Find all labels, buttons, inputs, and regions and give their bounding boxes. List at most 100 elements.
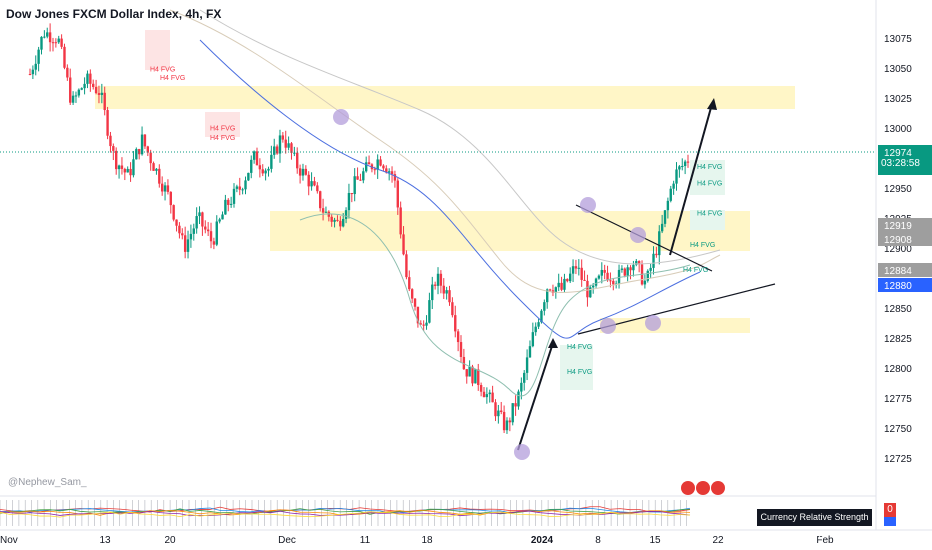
candle-body — [54, 42, 58, 44]
candle-body — [422, 324, 425, 326]
fvg-label: H4 FVG — [567, 369, 592, 376]
candle-body — [89, 73, 92, 84]
candle-body — [364, 162, 368, 172]
candle-body — [250, 159, 253, 173]
candle-body — [577, 267, 581, 269]
candle-body — [74, 95, 78, 97]
price-label: 12919 — [884, 221, 912, 232]
candle-body — [574, 266, 578, 269]
moving-averages — [169, 9, 721, 397]
flag-icon — [681, 481, 695, 495]
candle-body — [462, 356, 466, 370]
candle-body — [583, 279, 586, 281]
candle-body — [163, 185, 167, 192]
arrowhead — [707, 98, 717, 110]
candle-body — [186, 239, 190, 252]
y-tick-label: 12900 — [884, 244, 912, 255]
price-label: 12884 — [884, 266, 912, 277]
candle-body — [43, 36, 46, 38]
arrowhead — [548, 338, 558, 348]
candle-body — [267, 168, 270, 171]
demand-zone-low — [600, 318, 750, 333]
projection-arrow-low — [517, 342, 554, 451]
y-tick-label: 12775 — [884, 394, 912, 405]
candle-body — [672, 183, 675, 189]
candle-body — [109, 135, 112, 147]
x-tick-label: 11 — [360, 535, 371, 546]
candle-body — [244, 180, 247, 190]
x-axis[interactable]: Nov 13 20 Dec 11 18 2024 8 15 22 Feb — [0, 529, 932, 546]
candle-body — [557, 282, 560, 288]
x-tick-label: 2024 — [531, 535, 554, 546]
candle-body — [445, 290, 448, 294]
candle-body — [83, 83, 86, 89]
candle-body — [568, 273, 572, 282]
y-axis[interactable]: 1307513050130251300012950129251290012850… — [875, 0, 932, 530]
flag-icon — [711, 481, 725, 495]
candle-body — [31, 69, 35, 75]
candle-body — [149, 152, 152, 164]
candle-body — [224, 199, 227, 215]
candle-body — [660, 223, 664, 232]
candle-body — [448, 290, 451, 303]
candle-body — [215, 221, 218, 245]
candle-body — [433, 284, 437, 286]
candle-body — [307, 174, 310, 187]
candle-body — [51, 42, 55, 44]
strength-series-line — [0, 511, 691, 518]
candle-body — [321, 208, 325, 213]
candle-body — [344, 210, 348, 219]
candle-body — [115, 150, 118, 170]
candles-layer — [28, 23, 690, 434]
candle-body — [594, 278, 598, 286]
x-tick-label: 8 — [595, 535, 601, 546]
candle-body — [316, 185, 319, 192]
candle-body — [454, 315, 457, 332]
candle-body — [586, 280, 589, 298]
ma-blue-line — [199, 39, 701, 339]
fvg-label: H4 FVG — [697, 211, 722, 218]
candle-body — [100, 92, 104, 95]
candle-body — [637, 261, 641, 265]
candle-body — [402, 234, 405, 255]
candle-body — [103, 92, 106, 111]
candle-body — [514, 403, 517, 407]
candle-body — [393, 174, 397, 181]
candle-body — [339, 220, 342, 227]
ma-mid-line — [169, 9, 721, 293]
candle-body — [479, 385, 483, 392]
candle-body — [60, 38, 63, 47]
candle-body — [221, 214, 224, 220]
x-tick-label: 15 — [649, 535, 661, 546]
candle-body — [37, 49, 40, 64]
candle-body — [632, 264, 635, 271]
candle-body — [206, 229, 210, 232]
candle-body — [310, 181, 313, 187]
fvg-box — [560, 345, 593, 390]
x-tick-label: Feb — [816, 535, 834, 546]
candle-body — [333, 219, 336, 222]
flag-icon — [696, 481, 710, 495]
candle-body — [491, 392, 494, 403]
x-tick-label: 20 — [164, 535, 176, 546]
price-label-box — [878, 232, 932, 246]
candle-body — [152, 163, 155, 171]
candle-body — [681, 166, 684, 168]
candle-body — [140, 134, 144, 155]
candle-body — [629, 267, 632, 271]
fvg-label: H4 FVG — [690, 242, 715, 249]
candle-body — [373, 169, 377, 171]
candle-body — [160, 183, 164, 192]
candle-body — [169, 191, 172, 206]
candle-body — [71, 95, 75, 103]
candle-body — [198, 212, 201, 217]
indicator-label[interactable]: Currency Relative Strength (D) — [757, 509, 872, 539]
candle-body — [643, 280, 647, 285]
y-tick-label: 12725 — [884, 454, 912, 465]
y-tick-label: 13000 — [884, 124, 912, 135]
candle-body — [40, 36, 43, 50]
candle-body — [431, 284, 434, 301]
candle-body — [646, 270, 649, 281]
